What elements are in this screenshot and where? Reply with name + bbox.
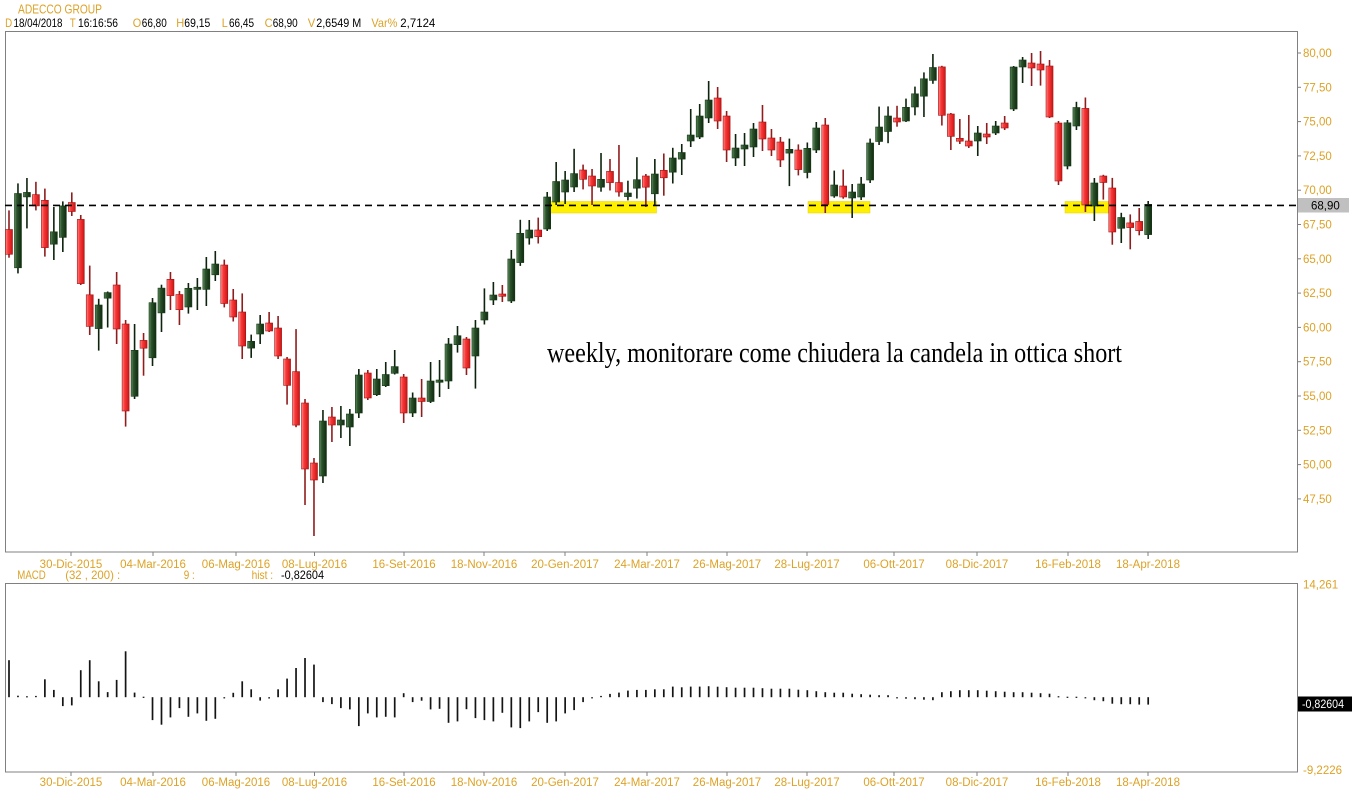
svg-text:30-Dic-2015: 30-Dic-2015 — [40, 777, 103, 789]
svg-text:08-Dic-2017: 08-Dic-2017 — [946, 777, 1009, 789]
svg-text:57,50: 57,50 — [1303, 357, 1332, 369]
svg-text:80,00: 80,00 — [1303, 48, 1332, 60]
svg-text:04-Mar-2016: 04-Mar-2016 — [120, 777, 186, 789]
svg-text:14,261: 14,261 — [1303, 580, 1338, 592]
svg-text:-0,82604: -0,82604 — [1302, 699, 1345, 711]
svg-text:65,00: 65,00 — [1303, 254, 1332, 266]
svg-text:16-Set-2016: 16-Set-2016 — [372, 559, 435, 571]
svg-text:06-Mag-2016: 06-Mag-2016 — [202, 559, 270, 571]
svg-text:18-Apr-2018: 18-Apr-2018 — [1116, 777, 1180, 789]
svg-text:H: H — [176, 16, 184, 30]
svg-text:ADECCO GROUP: ADECCO GROUP — [18, 2, 102, 17]
svg-text:66,80: 66,80 — [142, 16, 167, 30]
svg-text:60,00: 60,00 — [1303, 322, 1332, 334]
svg-text:24-Mar-2017: 24-Mar-2017 — [614, 559, 680, 571]
svg-text:52,50: 52,50 — [1303, 425, 1332, 437]
svg-text:30-Dic-2015: 30-Dic-2015 — [40, 559, 103, 571]
svg-text:18-Nov-2016: 18-Nov-2016 — [451, 777, 517, 789]
svg-text:26-Mag-2017: 26-Mag-2017 — [693, 777, 761, 789]
svg-text:18-Nov-2016: 18-Nov-2016 — [451, 559, 517, 571]
svg-text:V: V — [308, 16, 316, 30]
svg-text:L: L — [222, 16, 228, 30]
svg-text:D: D — [5, 16, 12, 30]
svg-text:08-Lug-2016: 08-Lug-2016 — [282, 559, 347, 571]
svg-text:hist :: hist : — [252, 568, 274, 582]
svg-text:67,50: 67,50 — [1303, 220, 1332, 232]
svg-text:06-Ott-2017: 06-Ott-2017 — [863, 777, 924, 789]
svg-text:08-Dic-2017: 08-Dic-2017 — [946, 559, 1009, 571]
svg-text:28-Lug-2017: 28-Lug-2017 — [774, 559, 839, 571]
svg-text:69,15: 69,15 — [184, 16, 210, 30]
svg-text:16-Feb-2018: 16-Feb-2018 — [1035, 777, 1101, 789]
svg-text:06-Ott-2017: 06-Ott-2017 — [863, 559, 924, 571]
svg-text:16-Feb-2018: 16-Feb-2018 — [1035, 559, 1101, 571]
svg-text:9 :: 9 : — [184, 568, 195, 582]
svg-text:66,45: 66,45 — [229, 16, 254, 30]
svg-text:(32 , 200) :: (32 , 200) : — [65, 568, 120, 582]
svg-text:T: T — [70, 16, 77, 30]
svg-text:MACD: MACD — [17, 568, 46, 582]
svg-text:47,50: 47,50 — [1303, 494, 1332, 506]
svg-text:24-Mar-2017: 24-Mar-2017 — [614, 777, 680, 789]
svg-text:20-Gen-2017: 20-Gen-2017 — [531, 777, 599, 789]
svg-text:2,7124: 2,7124 — [400, 16, 435, 30]
svg-text:O: O — [133, 16, 142, 30]
svg-text:55,00: 55,00 — [1303, 391, 1332, 403]
svg-text:18/04/2018: 18/04/2018 — [14, 16, 63, 30]
svg-text:72,50: 72,50 — [1303, 151, 1332, 163]
svg-text:2,6549 M: 2,6549 M — [316, 16, 361, 30]
svg-text:16-Set-2016: 16-Set-2016 — [372, 777, 435, 789]
svg-text:50,00: 50,00 — [1303, 460, 1332, 472]
svg-text:70,00: 70,00 — [1303, 185, 1332, 197]
svg-text:77,50: 77,50 — [1303, 82, 1332, 94]
svg-text:62,50: 62,50 — [1303, 288, 1332, 300]
svg-text:68,90: 68,90 — [1311, 201, 1340, 213]
svg-text:68,90: 68,90 — [273, 16, 298, 30]
svg-text:06-Mag-2016: 06-Mag-2016 — [202, 777, 270, 789]
svg-text:28-Lug-2017: 28-Lug-2017 — [774, 777, 839, 789]
svg-text:08-Lug-2016: 08-Lug-2016 — [282, 777, 347, 789]
svg-text:weekly, monitorare come chiude: weekly, monitorare come chiudera la cand… — [547, 337, 1122, 369]
svg-text:18-Apr-2018: 18-Apr-2018 — [1116, 559, 1180, 571]
svg-text:75,00: 75,00 — [1303, 117, 1332, 129]
svg-text:-0,82604: -0,82604 — [281, 568, 324, 582]
svg-text:C: C — [265, 16, 273, 30]
svg-text:Var%: Var% — [371, 16, 397, 30]
svg-text:-9,2226: -9,2226 — [1303, 765, 1342, 777]
svg-text:20-Gen-2017: 20-Gen-2017 — [531, 559, 599, 571]
svg-text:26-Mag-2017: 26-Mag-2017 — [693, 559, 761, 571]
svg-text:04-Mar-2016: 04-Mar-2016 — [120, 559, 186, 571]
svg-text:16:16:56: 16:16:56 — [78, 16, 118, 30]
